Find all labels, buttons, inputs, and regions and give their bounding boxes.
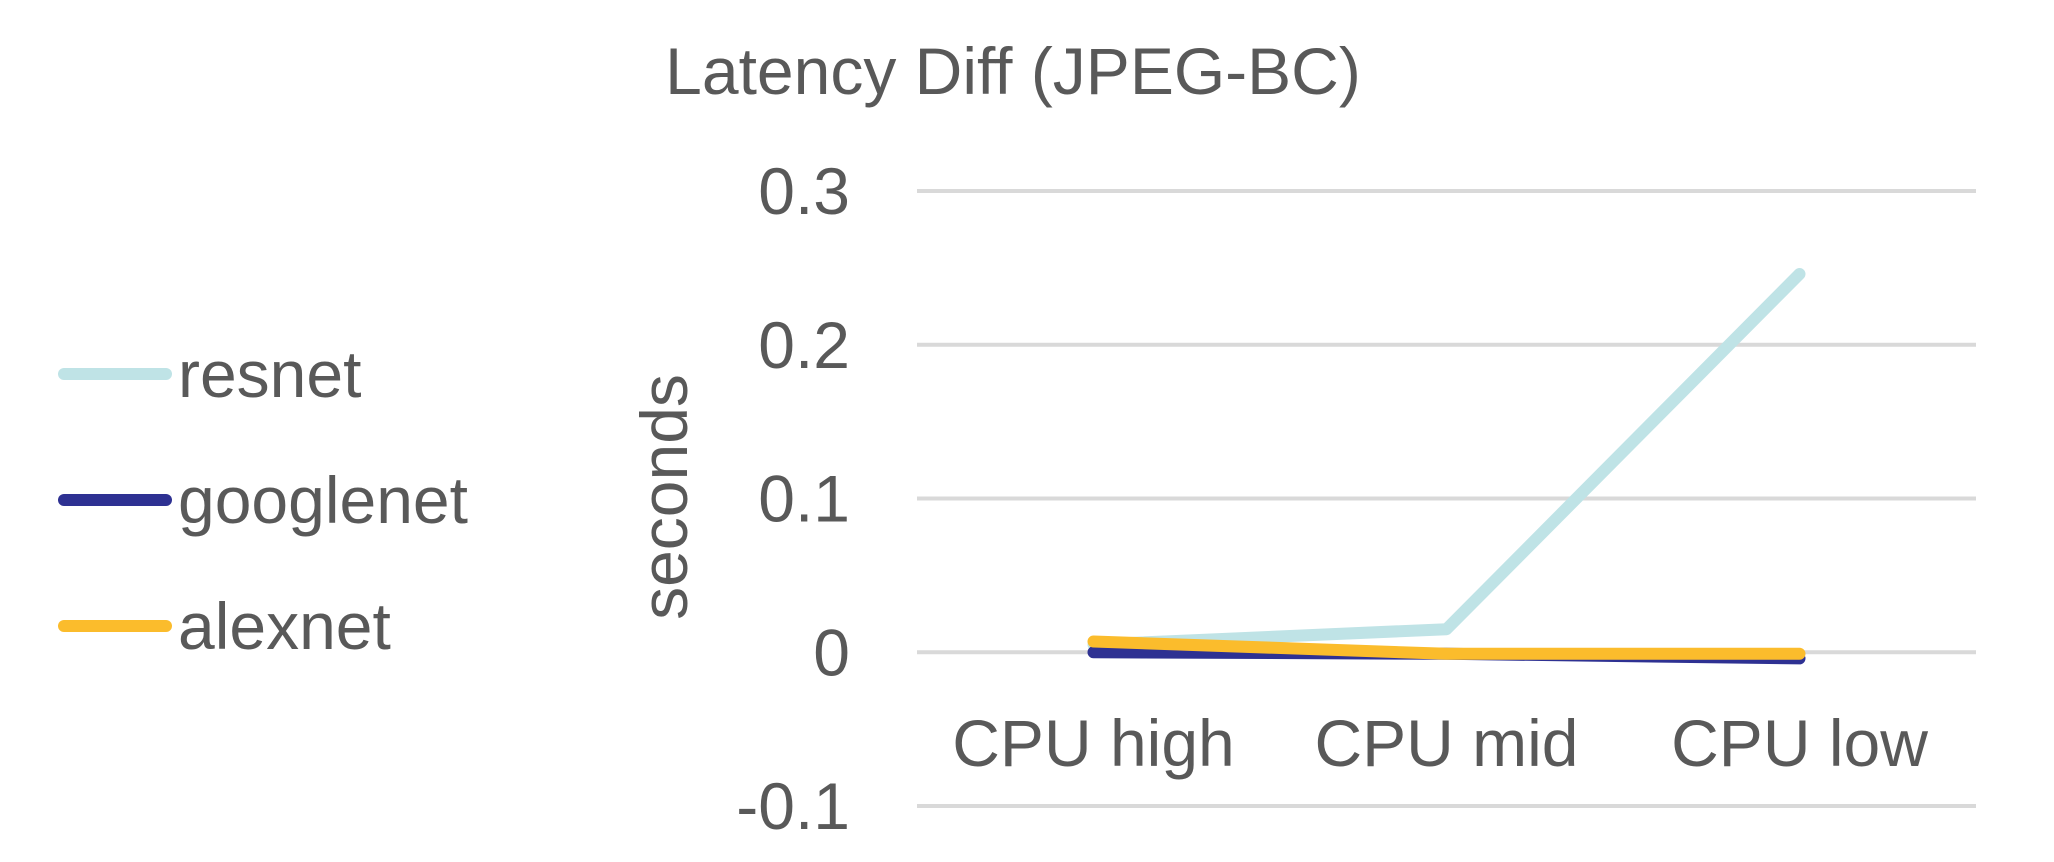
y-tick-label: 0.1	[758, 462, 850, 536]
series-lines	[1087, 268, 1806, 665]
y-tick-label: 0.3	[758, 154, 850, 228]
x-tick-label: CPU mid	[1314, 706, 1578, 780]
legend-label-alexnet: alexnet	[178, 589, 391, 663]
y-axis-label: seconds	[627, 374, 701, 620]
legend-label-googlenet: googlenet	[178, 463, 468, 537]
y-tick-labels: 0.3 0.2 0.1 0 -0.1	[736, 154, 850, 843]
x-tick-label: CPU high	[952, 706, 1234, 780]
y-tick-label: 0	[813, 615, 850, 689]
chart-title: Latency Diff (JPEG-BC)	[665, 34, 1361, 108]
legend: resnet googlenet alexnet	[58, 337, 468, 663]
y-tick-label: -0.1	[736, 769, 850, 843]
x-tick-labels: CPU high CPU mid CPU low	[952, 706, 1928, 780]
x-tick-label: CPU low	[1671, 706, 1928, 780]
series-line-alexnet	[1087, 635, 1806, 660]
y-tick-label: 0.2	[758, 308, 850, 382]
series-line-resnet	[1087, 268, 1806, 651]
legend-label-resnet: resnet	[178, 337, 361, 411]
